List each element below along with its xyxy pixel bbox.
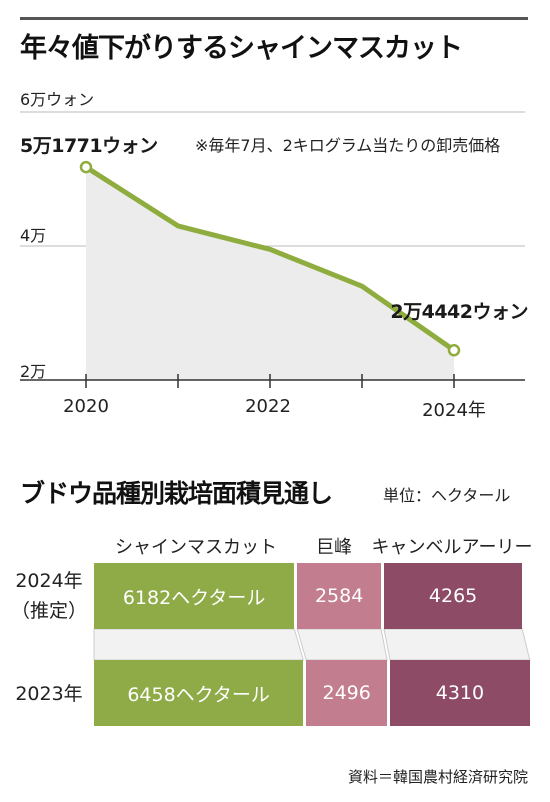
column-header-kyoho: 巨峰 — [316, 537, 352, 558]
x-tick-label-2024: 2024年 — [422, 400, 486, 421]
endpoint-marker-2024 — [447, 343, 461, 357]
row-label-2024-text: 2024年 （推定） — [10, 570, 87, 622]
x-tick-label-2022: 2022 — [245, 396, 291, 417]
column-header-campbell-early: キャンベルアーリー — [371, 537, 533, 558]
y-tick-label-2man: 2万 — [20, 362, 47, 381]
bar-2024-campbell-early — [384, 563, 523, 629]
bar-2023-shine-muscat — [94, 660, 304, 726]
bar-label-2024-campbell-early: 4265 — [428, 585, 478, 607]
price-area-fill — [86, 167, 454, 380]
bar-label-2023-shine-muscat: 6458ヘクタール — [127, 683, 270, 706]
bar-chart-unit: 単位：ヘクタール — [383, 486, 511, 505]
line-chart-title: 年々値下がりするシャインマスカット — [20, 33, 463, 64]
bar-label-2024-kyoho: 2584 — [314, 585, 364, 607]
chart-note: ※毎年7月、2キログラム当たりの卸売価格 — [195, 136, 501, 155]
connector-kyoho — [296, 628, 388, 661]
bar-2023-campbell-early — [390, 660, 530, 726]
y-unit-label: 6万ウォン — [20, 90, 95, 109]
top-rule — [20, 17, 528, 20]
start-value-label: 5万1771ウォン — [20, 135, 158, 157]
bar-label-2023-campbell-early: 4310 — [435, 682, 485, 704]
source-credit: 資料＝韓国農村経済研究院 — [347, 768, 528, 786]
endpoint-marker-2020 — [79, 160, 93, 174]
row-label-2024: 2024年 （推定） — [8, 566, 90, 626]
bar-label-2023-kyoho: 2496 — [322, 682, 371, 704]
bar-label-2024-shine-muscat: 6182ヘクタール — [122, 586, 266, 609]
bar-2024-shine-muscat — [94, 563, 295, 629]
line-chart-plot — [20, 111, 525, 388]
bar-2024-kyoho — [297, 563, 381, 629]
connector-campbell — [383, 628, 531, 661]
price-line — [83, 164, 457, 353]
row-label-2023: 2023年 — [15, 683, 83, 705]
y-tick-label-4man: 4万 — [20, 226, 47, 245]
column-header-shine-muscat: シャインマスカット — [115, 537, 277, 558]
bar-2023-kyoho — [306, 660, 388, 726]
x-tick-label-2020: 2020 — [63, 396, 109, 417]
end-value-label: 2万4442ウォン — [390, 301, 528, 323]
connector-shine — [93, 628, 304, 661]
bar-chart-title: ブドウ品種別栽培面積見通し — [20, 479, 333, 508]
